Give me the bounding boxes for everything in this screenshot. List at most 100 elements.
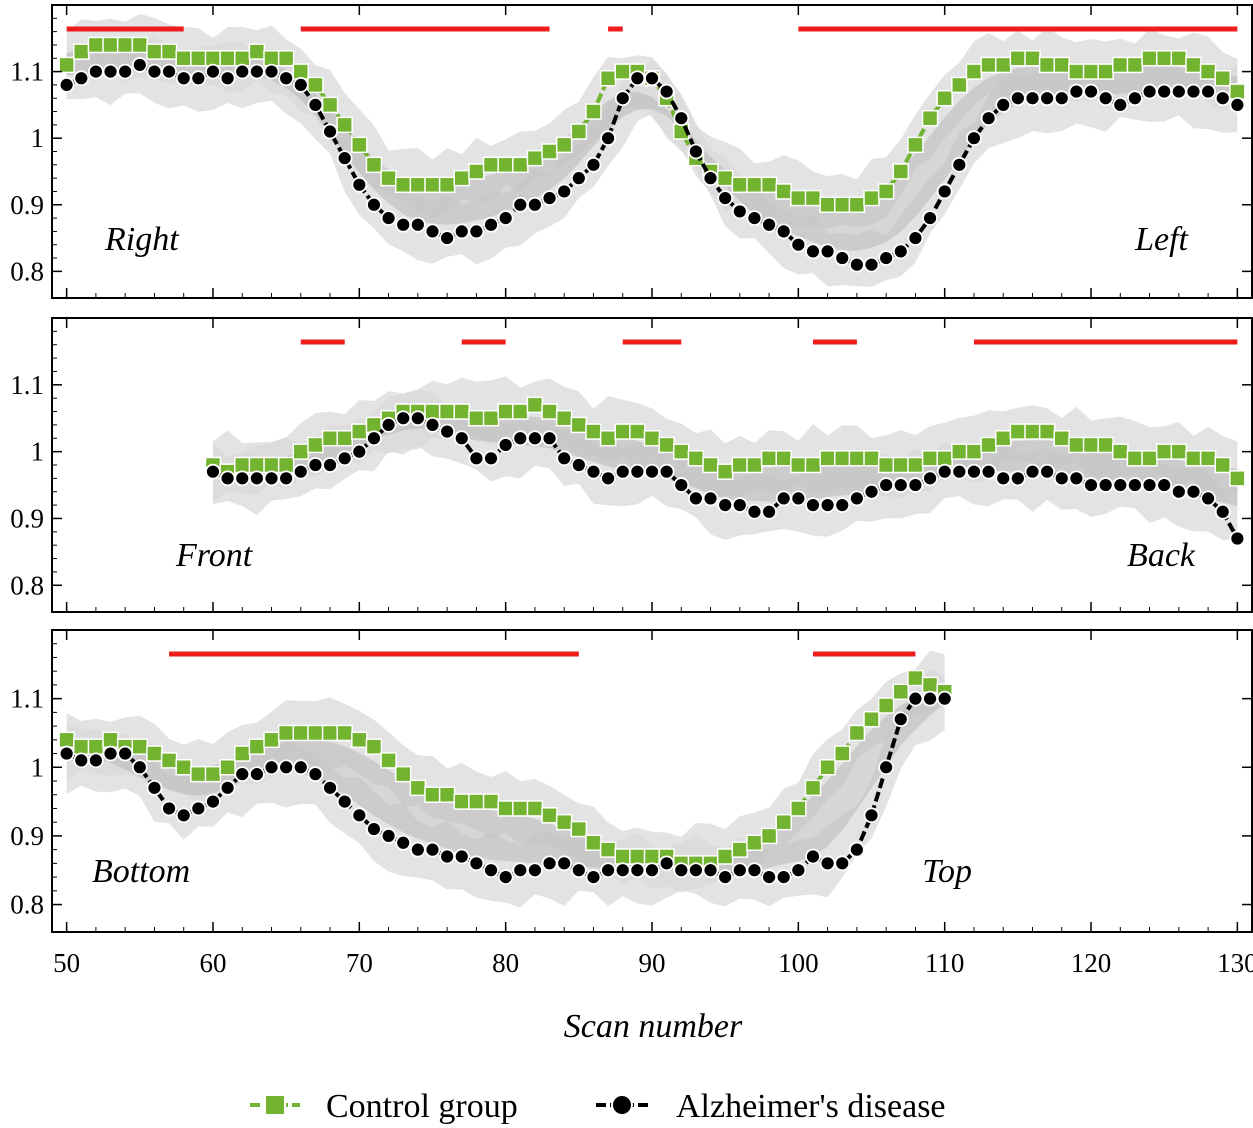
data-point-control — [687, 450, 705, 467]
data-point-alzheimer — [307, 766, 324, 783]
data-point-control — [526, 396, 544, 414]
y-tick-label: 1.1 — [10, 370, 44, 400]
plot-area — [58, 650, 953, 908]
data-point-control — [219, 759, 236, 776]
data-point-control — [731, 176, 749, 194]
y-tick-label: 0.9 — [10, 190, 44, 220]
data-point-alzheimer — [73, 752, 90, 769]
data-point-alzheimer — [673, 477, 690, 493]
x-tick-label: 120 — [1071, 948, 1112, 978]
data-point-control — [146, 43, 163, 60]
data-point-alzheimer — [834, 855, 851, 872]
data-point-control — [1038, 423, 1056, 440]
data-point-control — [321, 96, 339, 114]
data-point-control — [277, 50, 295, 67]
data-point-alzheimer — [907, 477, 924, 493]
data-point-alzheimer — [834, 250, 851, 266]
data-point-alzheimer — [1039, 90, 1056, 107]
data-point-control — [292, 443, 310, 460]
series-alzheimer — [58, 57, 1246, 273]
data-point-control — [512, 403, 529, 420]
data-point-alzheimer — [380, 828, 397, 844]
data-point-alzheimer — [731, 862, 748, 879]
data-point-alzheimer — [922, 690, 938, 707]
data-point-alzheimer — [278, 70, 295, 87]
data-point-control — [643, 848, 661, 865]
data-point-control — [307, 724, 324, 742]
data-point-control — [394, 765, 412, 783]
data-point-alzheimer — [995, 96, 1012, 113]
band-control — [66, 13, 1238, 230]
x-tick-label: 50 — [53, 948, 80, 978]
data-point-alzheimer — [731, 203, 748, 220]
data-point-alzheimer — [483, 450, 499, 467]
data-point-alzheimer — [1024, 90, 1041, 107]
data-point-alzheimer — [1170, 83, 1187, 100]
data-point-control — [73, 43, 90, 60]
legend-alzheimer-label: Alzheimer's disease — [676, 1088, 946, 1125]
data-point-alzheimer — [351, 807, 368, 824]
data-point-control — [614, 848, 631, 865]
data-point-control — [541, 403, 558, 420]
data-point-control — [512, 156, 529, 174]
y-tick-label: 0.8 — [10, 890, 44, 920]
data-point-control — [658, 436, 675, 454]
data-point-control — [1141, 50, 1158, 67]
data-point-control — [1053, 56, 1071, 74]
data-point-control — [512, 800, 529, 817]
data-point-alzheimer — [922, 210, 938, 226]
data-point-alzheimer — [746, 862, 763, 879]
data-point-alzheimer — [1053, 90, 1070, 107]
x-tick-label: 80 — [492, 948, 519, 978]
region-label: Top — [922, 853, 972, 890]
data-point-alzheimer — [322, 123, 338, 140]
data-point-alzheimer — [263, 759, 280, 776]
data-point-alzheimer — [1112, 477, 1129, 493]
data-point-alzheimer — [219, 70, 236, 87]
data-point-control — [526, 800, 544, 817]
data-point-alzheimer — [570, 862, 587, 879]
data-point-control — [233, 50, 251, 67]
series-alzheimer — [205, 410, 1246, 547]
data-point-control — [409, 779, 427, 797]
data-point-alzheimer — [190, 70, 207, 87]
data-point-alzheimer — [790, 862, 807, 879]
data-point-control — [365, 738, 383, 755]
data-point-control — [907, 136, 924, 154]
data-point-control — [819, 759, 836, 776]
data-point-alzheimer — [907, 690, 924, 707]
x-tick-label: 130 — [1217, 948, 1253, 978]
data-point-control — [877, 697, 895, 714]
data-point-control — [482, 793, 500, 810]
y-tick-label: 1.1 — [10, 684, 44, 714]
data-point-alzheimer — [351, 176, 368, 193]
data-point-alzheimer — [58, 77, 75, 93]
data-point-control — [336, 116, 353, 134]
data-point-control — [775, 813, 792, 831]
data-point-control — [907, 456, 924, 474]
data-point-alzheimer — [746, 210, 763, 226]
data-point-alzheimer — [688, 490, 704, 507]
data-point-control — [980, 436, 997, 454]
plot-area — [204, 339, 1246, 547]
data-point-control — [160, 752, 178, 769]
data-point-control — [438, 786, 456, 803]
series-alzheimer — [58, 690, 953, 885]
data-point-alzheimer — [688, 143, 704, 160]
data-point-control — [892, 163, 910, 180]
data-point-control — [877, 183, 895, 200]
data-point-control — [438, 176, 456, 194]
data-point-control — [351, 731, 368, 749]
x-tick-label: 110 — [925, 948, 965, 978]
data-point-alzheimer — [73, 70, 90, 87]
data-point-alzheimer — [527, 430, 543, 447]
data-point-control — [497, 403, 514, 420]
data-point-control — [994, 56, 1012, 74]
data-point-control — [380, 752, 397, 769]
data-point-control — [585, 103, 602, 120]
data-point-alzheimer — [556, 855, 573, 872]
data-point-control — [804, 189, 822, 207]
data-point-alzheimer — [819, 243, 836, 260]
data-point-alzheimer — [234, 63, 251, 80]
data-point-control — [848, 724, 866, 742]
